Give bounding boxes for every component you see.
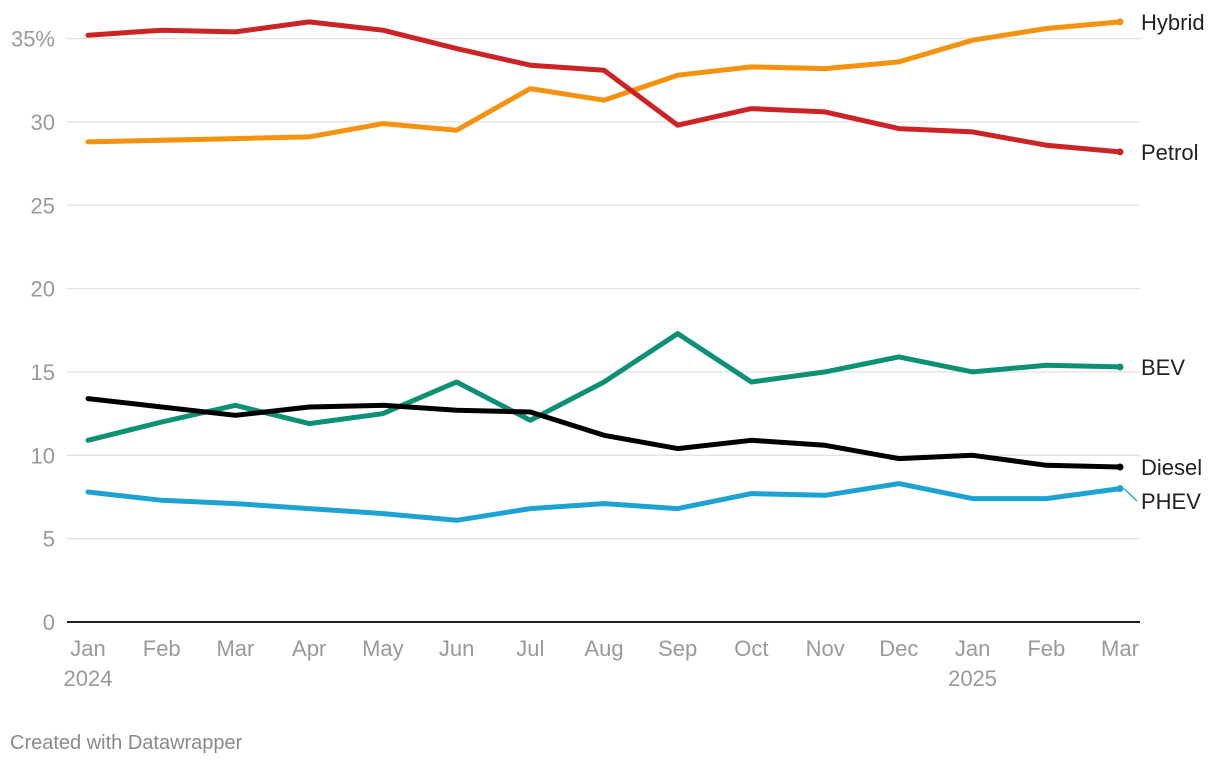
gridlines [67, 37, 1140, 623]
y-tick-label: 30 [31, 110, 55, 135]
series-line-phev [85, 481, 1123, 523]
x-tick-label: Sep [658, 636, 697, 661]
y-tick-label: 15 [31, 360, 55, 385]
series-line-hybrid [85, 19, 1123, 145]
series-label-bev: BEV [1141, 355, 1185, 380]
x-tick-label: Oct [734, 636, 768, 661]
x-year-label: 2024 [64, 666, 113, 691]
x-tick-label: May [362, 636, 404, 661]
x-tick-label: Aug [584, 636, 623, 661]
series-label-phev: PHEV [1141, 489, 1201, 514]
series-label-hybrid: Hybrid [1141, 10, 1205, 35]
x-tick-label: Jan [70, 636, 105, 661]
series-label-diesel: Diesel [1141, 455, 1202, 480]
series-line-bev [85, 331, 1123, 443]
y-tick-label: 0 [43, 610, 55, 635]
x-tick-label: Feb [1027, 636, 1065, 661]
series-labels: Hybrid Petrol BEV Diesel PHEV [1123, 10, 1205, 514]
x-tick-label: Mar [1101, 636, 1139, 661]
series-end-point-phev [1116, 485, 1124, 493]
series-line-petrol [85, 19, 1123, 155]
x-axis-ticks: Jan Feb Mar Apr May Jun Jul Aug Sep Oct Nov Dec Jan F… [64, 636, 1139, 691]
x-tick-label: Jan [955, 636, 990, 661]
y-tick-label: 20 [31, 277, 55, 302]
series-lines [85, 18, 1124, 523]
x-tick-label: Jul [516, 636, 544, 661]
y-tick-label: 10 [31, 443, 55, 468]
series-end-point-bev [1116, 363, 1124, 371]
series-end-point-diesel [1116, 463, 1124, 471]
y-tick-label: 35% [11, 27, 55, 52]
x-tick-label: Mar [216, 636, 254, 661]
x-tick-label: Dec [879, 636, 918, 661]
x-year-label: 2025 [948, 666, 997, 691]
series-end-point-petrol [1116, 148, 1124, 156]
y-tick-label: 25 [31, 193, 55, 218]
series-label-petrol: Petrol [1141, 140, 1198, 165]
y-axis-ticks: 0 5 10 15 20 25 30 35% [11, 27, 55, 635]
series-label-connector-phev [1123, 488, 1138, 502]
y-tick-label: 5 [43, 527, 55, 552]
footer-credit: Created with Datawrapper [10, 732, 243, 754]
x-tick-label: Jun [439, 636, 474, 661]
x-tick-label: Feb [143, 636, 181, 661]
x-tick-label: Apr [292, 636, 326, 661]
series-line-diesel [85, 396, 1123, 470]
series-end-point-hybrid [1116, 18, 1124, 26]
x-tick-label: Nov [806, 636, 845, 661]
